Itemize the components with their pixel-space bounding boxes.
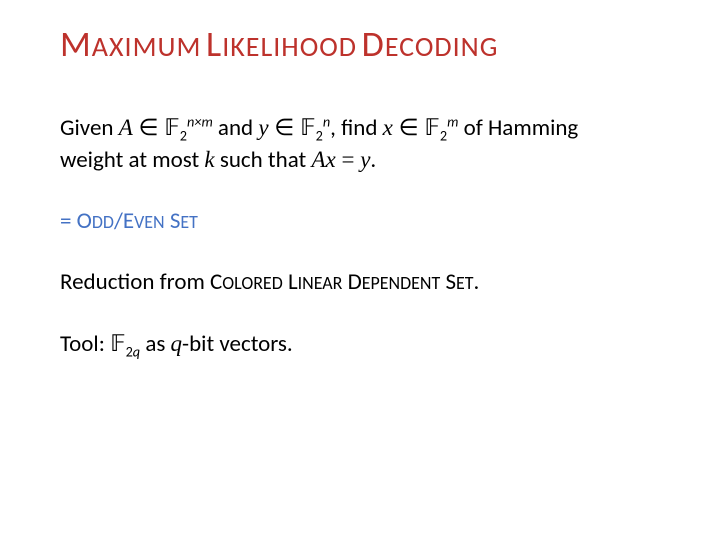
title-word2-rest: IKELIHOOD [222,29,357,64]
elem3: ∈ [393,115,425,140]
reduction-line: Reduction from COLORED LINEAR DEPENDENT … [60,267,670,298]
oes-w2c: E [123,207,134,235]
var-x: x [383,115,393,140]
var-k: k [204,147,214,172]
tool-as: as [140,330,170,358]
and-label: and [213,114,259,142]
odd-even-set: = ODD/EVEN SET [60,206,670,237]
tool-q: q [171,331,183,356]
field3-sup: m [447,112,458,130]
field1-sup: n×m [187,112,213,130]
slide-body: Given A ∈ 𝔽2n×m and y ∈ 𝔽2n, find x ∈ 𝔽2… [60,112,670,360]
hamming1: of Hamming [458,114,578,142]
oes-w2r: VEN [134,211,165,233]
red-w3c: D [348,268,362,296]
var-y: y [258,115,268,140]
field1: 𝔽 [164,115,180,140]
slide-title: MAXIMUM LIKELIHOOD DECODING [60,22,670,66]
red-w3r: EPENDENT [362,272,440,294]
reduction-prefix: Reduction from [60,268,210,296]
red-w4c: S [445,268,456,296]
title-word1-rest: AXIMUM [92,29,202,64]
tool-field-sub: 2q [126,343,141,361]
oes-prefix: = [60,207,77,235]
find-label: , find [330,114,382,142]
tool-field: 𝔽 [110,331,126,356]
elem1: ∈ [133,115,165,140]
given-label: Given [60,114,119,142]
tool-prefix: Tool: [60,330,110,358]
field1-sub: 2 [180,127,187,145]
title-word1-cap: M [60,22,92,66]
oes-w1c: O [77,207,92,235]
oes-slash: / [114,207,123,235]
title-word3-rest: ECODING [385,29,499,64]
tool-suffix: -bit vectors. [182,330,293,358]
field3: 𝔽 [424,115,440,140]
tool-line: Tool: 𝔽2q as q-bit vectors. [60,328,670,360]
hamming2: weight at most [60,146,204,174]
field2: 𝔽 [300,115,316,140]
title-word2-cap: L [206,22,222,66]
var-y2: y [360,147,370,172]
red-w4r: ET [456,272,474,294]
title-word3-cap: D [362,22,385,66]
problem-statement: Given A ∈ 𝔽2n×m and y ∈ 𝔽2n, find x ∈ 𝔽2… [60,112,670,176]
period1: . [370,146,376,174]
red-w1c: C [210,268,222,296]
oes-w3r: ET [180,211,198,233]
oes-w3c: S [170,207,181,235]
such-that: such that [215,146,312,174]
red-w2r: INEAR [298,272,343,294]
red-period: . [474,268,480,296]
field2-sub: 2 [316,127,323,145]
eq-sign: = [336,147,360,172]
var-Ax: Ax [311,147,335,172]
elem2: ∈ [269,115,301,140]
red-w2c: L [288,268,298,296]
oes-w1r: DD [92,211,114,233]
var-A: A [119,115,133,140]
red-w1r: OLORED [222,272,282,294]
